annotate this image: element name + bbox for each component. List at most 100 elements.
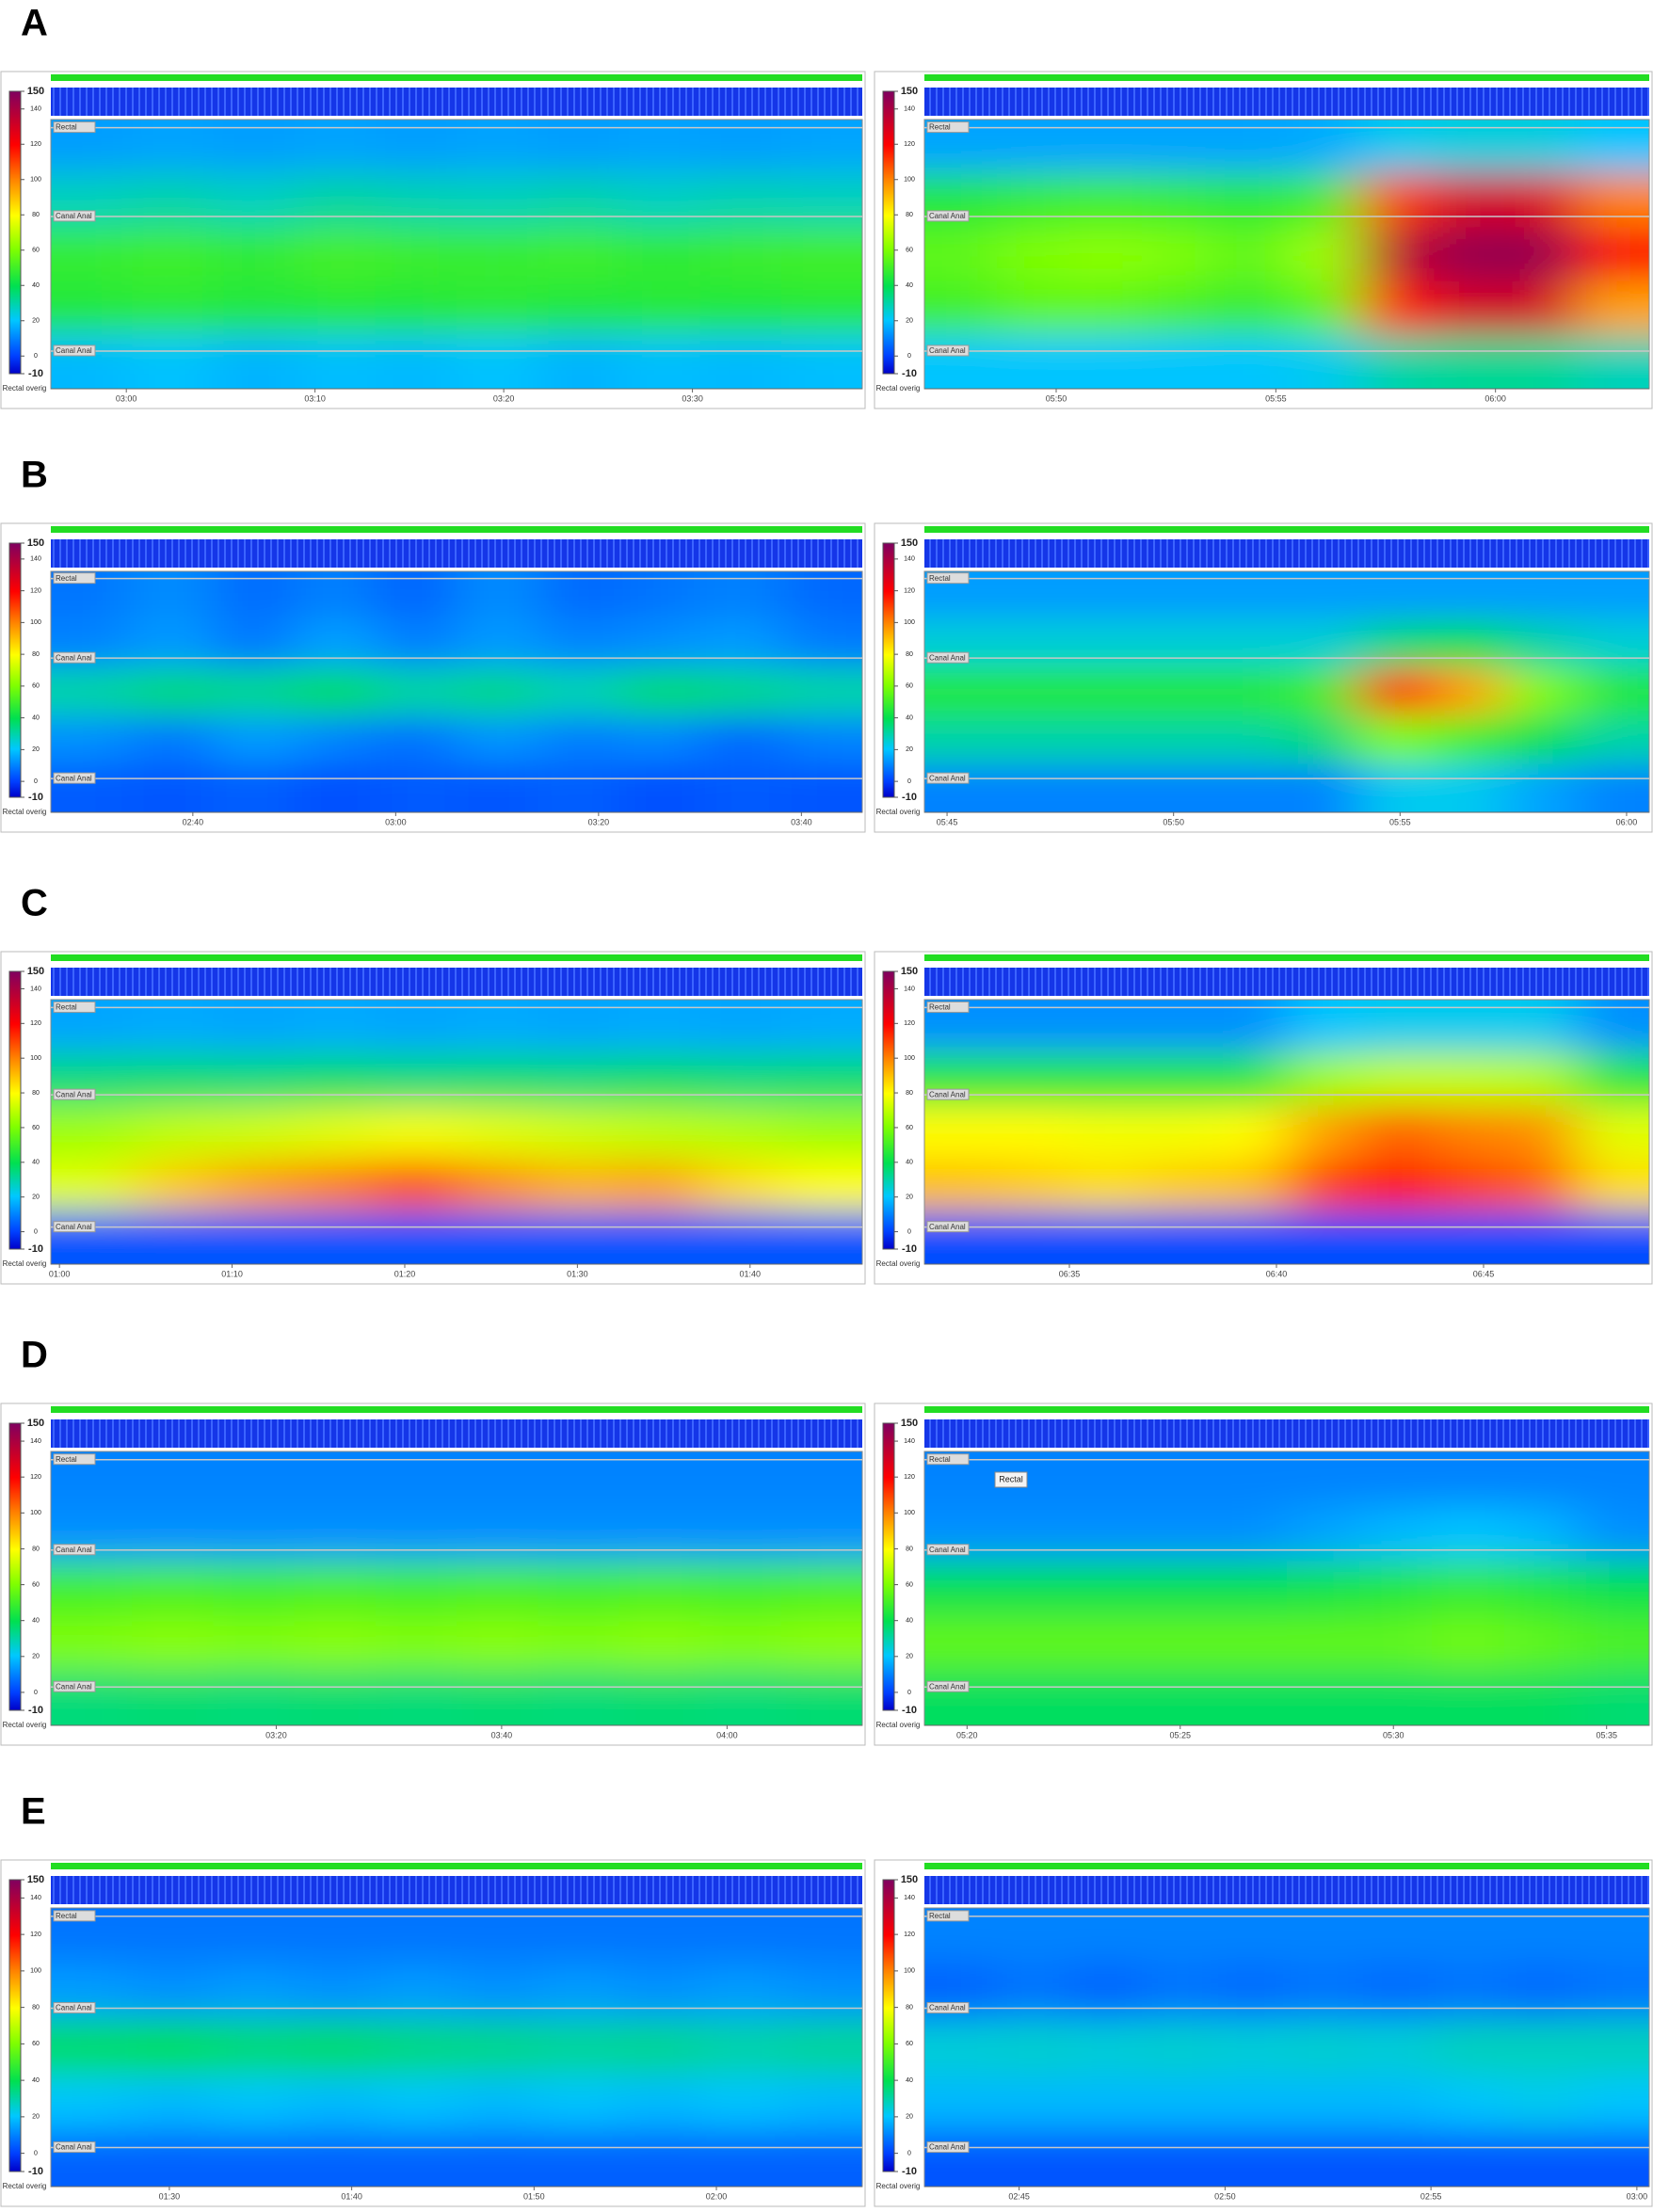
heatmap-cell (213, 619, 296, 669)
heatmap-cell (538, 715, 620, 765)
x-tick-label: 05:55 (1389, 817, 1411, 826)
heatmap-cell (1214, 1105, 1288, 1160)
status-bar (51, 526, 862, 533)
colorbar-label: Rectal overig (876, 384, 921, 393)
x-tick-label: 02:55 (1420, 2191, 1442, 2201)
heatmap-cell (1214, 1158, 1288, 1212)
sensor-strip (924, 1419, 1649, 1448)
heatmap-cell (780, 1670, 862, 1725)
heatmap-cell (1287, 1964, 1360, 2021)
heatmap-cell (1432, 1615, 1505, 1672)
heatmap-cell (1069, 1000, 1143, 1054)
heatmap-cell (375, 1561, 457, 1617)
heatmap-cell (780, 715, 862, 765)
heatmap-cell (924, 281, 998, 336)
heatmap-cell (1287, 1561, 1360, 1617)
heatmap-cell (538, 334, 620, 389)
heatmap-cell (1432, 1561, 1505, 1617)
heatmap-cell (997, 667, 1070, 717)
heatmap-cell (213, 1105, 296, 1160)
sensor-label: Canal Anal (56, 1090, 92, 1098)
colorbar-tick-label: 80 (32, 1090, 40, 1097)
heatmap-cell (618, 2075, 701, 2132)
heatmap-cell (1287, 763, 1360, 812)
sensor-label: Canal Anal (56, 212, 92, 220)
colorbar-tick-label: 40 (32, 2077, 40, 2084)
heatmap-cell (1069, 2019, 1143, 2076)
heatmap-cell (1359, 763, 1433, 812)
heatmap-cell (375, 1908, 457, 1965)
heatmap-cell (924, 2075, 998, 2132)
x-tick-label: 05:55 (1265, 393, 1287, 403)
heatmap-cell (1577, 1670, 1649, 1725)
heatmap-cell (1142, 1210, 1215, 1264)
sensor-label-box (53, 345, 96, 357)
heatmap-cell (375, 1506, 457, 1563)
sensor-label: Canal Anal (56, 346, 92, 355)
heatmap-cell (699, 1052, 782, 1107)
heatmap-cell (213, 763, 296, 812)
heatmap-cell (1142, 619, 1215, 669)
heatmap-cell (1432, 1670, 1505, 1725)
colorbar-label: Rectal overig (876, 808, 921, 816)
colorbar-label: Rectal overig (876, 1721, 921, 1729)
heatmap-cell (1504, 1105, 1578, 1160)
sensor-label-box (926, 1088, 970, 1100)
heatmap-cell (457, 120, 539, 175)
heatmap-cell (1287, 1506, 1360, 1563)
sensor-label-box (926, 572, 970, 585)
heatmap-cells (924, 120, 1649, 389)
heatmap-cell (213, 1052, 296, 1107)
colorbar-tick-label: -10 (902, 1705, 917, 1716)
sensor-label-box (53, 1910, 96, 1922)
colorbar-tick-label: 80 (32, 651, 40, 658)
colorbar (8, 90, 22, 375)
colorbar-label: Rectal overig (3, 384, 47, 393)
colorbar-tick-label: -10 (28, 792, 43, 803)
heatmap-cell (132, 2019, 215, 2076)
heatmap-cell (1142, 1000, 1215, 1054)
colorbar-tick-label: 60 (906, 248, 913, 254)
sensor-label: Rectal (56, 123, 77, 132)
colorbar-tick-label: -10 (28, 368, 43, 379)
heatmap-cell (618, 1506, 701, 1563)
colorbar-tick-label: 80 (32, 2004, 40, 2011)
heatmap-cell (1504, 334, 1578, 389)
heatmap-cell (699, 1451, 782, 1508)
heatmap-cell (618, 281, 701, 336)
heatmap-cell (213, 120, 296, 175)
sensor-label: Canal Anal (56, 2143, 92, 2152)
heatmap-cell (538, 1670, 620, 1725)
heatmap-cell (618, 334, 701, 389)
heatmap-cell (132, 1052, 215, 1107)
heatmap-cell (538, 571, 620, 621)
heatmap-cell (924, 334, 998, 389)
heatmap-cell (780, 1210, 862, 1264)
heatmap-cell (1069, 763, 1143, 812)
heatmap-cell (538, 173, 620, 229)
colorbar-tick-label: 120 (30, 587, 41, 594)
heatmap-cell (997, 1908, 1070, 1965)
heatmap-cell (1214, 2019, 1288, 2076)
status-bar (51, 74, 862, 81)
x-tick-label: 03:30 (682, 393, 703, 403)
heatmap-cell (699, 2075, 782, 2132)
x-tick-label: 03:20 (588, 817, 610, 826)
heatmap-cell (538, 1964, 620, 2021)
heatmap-cell (51, 2019, 134, 2076)
colorbar (8, 1422, 22, 1711)
heatmap-cell (618, 1615, 701, 1672)
heatmap-cell (538, 619, 620, 669)
heatmap-cell (132, 281, 215, 336)
heatmap-cell (375, 763, 457, 812)
heatmap-cell (213, 1670, 296, 1725)
status-bar (51, 1863, 862, 1869)
colorbar-tick-label: -10 (902, 2166, 917, 2177)
heatmap-cell (1142, 227, 1215, 282)
heatmap-cell (1432, 1158, 1505, 1212)
heatmap-cell (1432, 2075, 1505, 2132)
heatmap-cell (1287, 1451, 1360, 1508)
heatmap-cell (1142, 667, 1215, 717)
heatmap-cell (457, 227, 539, 282)
heatmap-cell (1287, 1670, 1360, 1725)
